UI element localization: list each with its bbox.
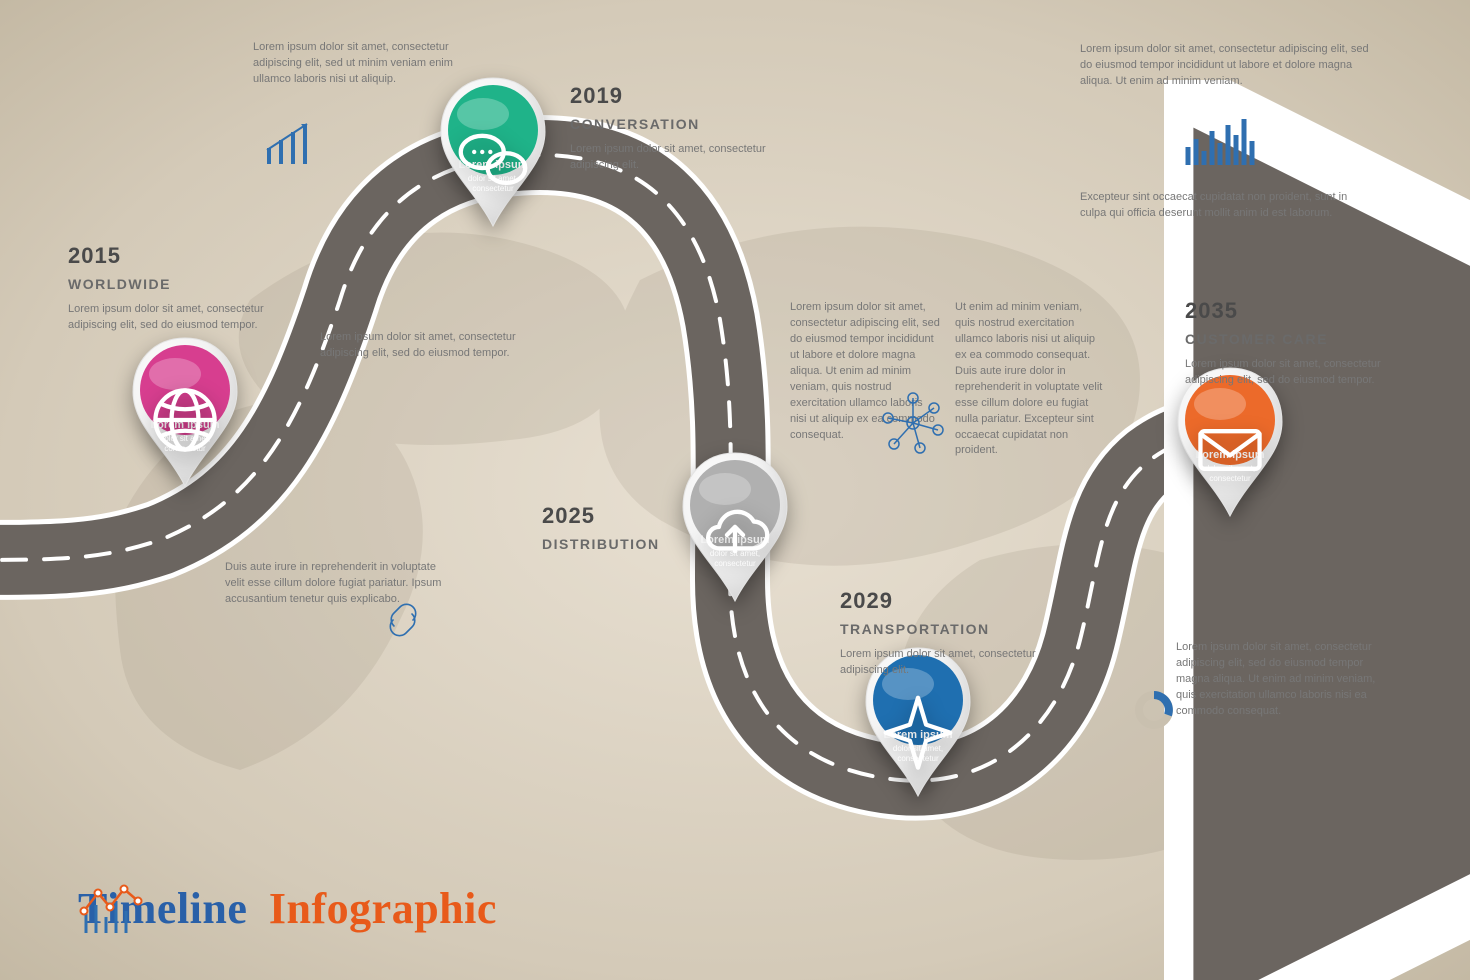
block-distribution-title: DISTRIBUTION [542,534,702,554]
block-middle-duo-right: Ut enim ad minim veniam, quis nostrud ex… [955,300,1105,459]
pin-transportation-icon [904,697,932,725]
block-middle-duo-right-body: Ut enim ad minim veniam, quis nostrud ex… [955,300,1105,459]
block-customer-care-title: CUSTOMER CARE [1185,329,1395,349]
pin-worldwide-subtitle: dolor sit amet, consectetur [148,434,222,453]
block-top-right-excepteur-body: Excepteur sint occaecat cupidatat non pr… [1080,190,1370,222]
block-left-mid-lorem: Lorem ipsum dolor sit amet, consectetur … [320,330,530,362]
pin-transportation-subtitle: dolor sit amet, consectetur [881,744,955,763]
infographic-canvas: Lorem ipsum dolor sit amet, consectetur … [0,0,1470,980]
pin-conversation-subtitle: dolor sit amet, consectetur [456,174,530,193]
footer-logo-icon [78,883,148,937]
block-top-left-lorem: Lorem ipsum dolor sit amet, consectetur … [253,40,453,88]
block-top-right-lorem: Lorem ipsum dolor sit amet, consectetur … [1080,42,1370,90]
block-right-bottom-lorem-body: Lorem ipsum dolor sit amet, consectetur … [1176,640,1396,720]
block-conversation: 2019CONVERSATION Lorem ipsum dolor sit am… [570,80,770,174]
block-customer-care-year: 2035 [1185,295,1395,327]
pin-customer-care-icon [1216,417,1244,445]
block-top-left-lorem-body: Lorem ipsum dolor sit amet, consectetur … [253,40,453,88]
pin-conversation-icon [479,127,507,155]
block-top-right-lorem-body: Lorem ipsum dolor sit amet, consectetur … [1080,42,1370,90]
deco-network-icon [880,390,946,456]
deco-donut-icon [1134,690,1174,730]
pin-distribution-subtitle: dolor sit amet, consectetur [698,549,772,568]
footer-title: Timeline Infographic [78,883,497,934]
deco-link-icon [374,596,432,644]
block-transportation: 2029TRANSPORTATION Lorem ipsum dolor sit … [840,585,1060,679]
pin-worldwide: Lorem ipsum dolor sit amet, consectetur [125,330,245,490]
pin-distribution-icon [721,502,749,530]
block-left-mid-lorem-body: Lorem ipsum dolor sit amet, consectetur … [320,330,530,362]
deco-bars-right-icon [1180,115,1258,169]
block-distribution: 2025DISTRIBUTION [542,500,702,562]
pin-conversation: Lorem ipsum dolor sit amet, consectetur [433,70,553,230]
block-transportation-year: 2029 [840,585,1060,617]
deco-bars-left-icon [263,120,319,168]
block-conversation-title: CONVERSATION [570,114,770,134]
block-top-right-excepteur: Excepteur sint occaecat cupidatat non pr… [1080,190,1370,222]
pin-worldwide-icon [171,387,199,415]
block-worldwide-year: 2015 [68,240,268,272]
block-transportation-title: TRANSPORTATION [840,619,1060,639]
block-customer-care: 2035CUSTOMER CARE Lorem ipsum dolor sit a… [1185,295,1395,389]
block-right-bottom-lorem: Lorem ipsum dolor sit amet, consectetur … [1176,640,1396,720]
footer-word-2: Infographic [269,884,497,933]
block-worldwide: 2015WORLDWIDE Lorem ipsum dolor sit amet,… [68,240,268,334]
block-worldwide-body: Lorem ipsum dolor sit amet, consectetur … [68,302,268,334]
block-distribution-year: 2025 [542,500,702,532]
block-worldwide-title: WORLDWIDE [68,274,268,294]
block-customer-care-body: Lorem ipsum dolor sit amet, consectetur … [1185,357,1395,389]
block-transportation-body: Lorem ipsum dolor sit amet, consectetur … [840,647,1060,679]
pin-customer-care-subtitle: dolor sit amet, consectetur [1193,464,1267,483]
block-conversation-body: Lorem ipsum dolor sit amet, consectetur … [570,142,770,174]
block-conversation-year: 2019 [570,80,770,112]
